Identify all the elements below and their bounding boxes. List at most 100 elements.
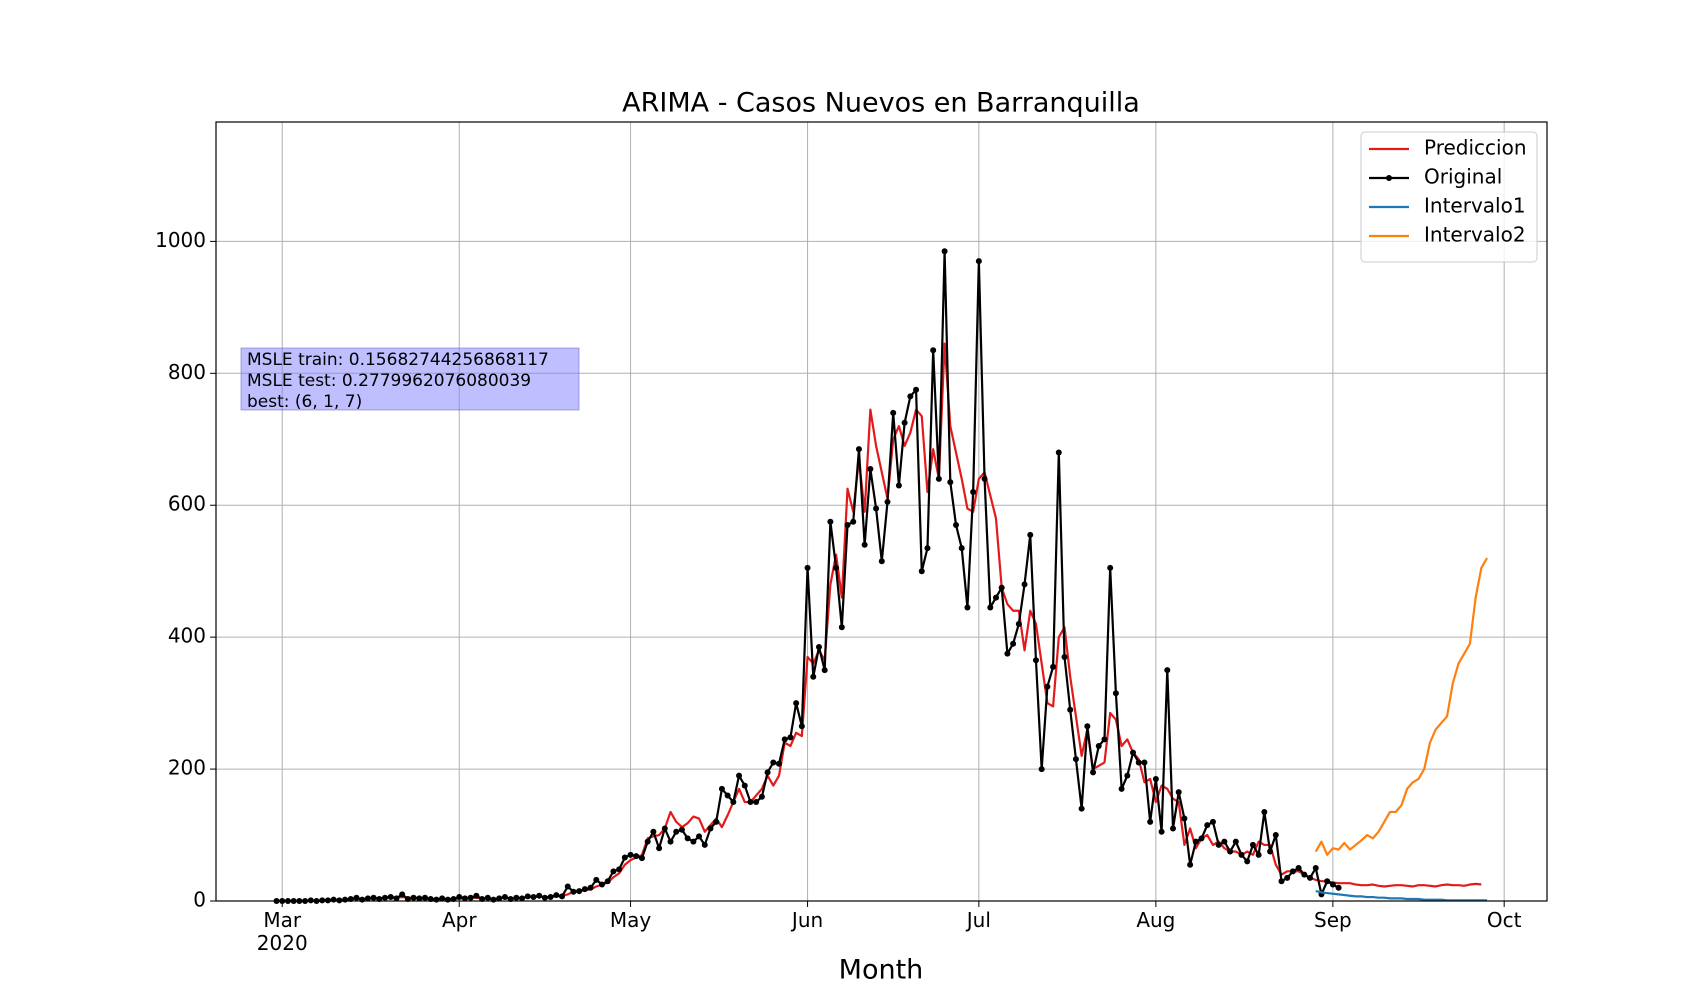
data-point [1192, 838, 1199, 845]
data-point [581, 886, 588, 893]
data-point [935, 475, 942, 482]
data-point [1238, 851, 1245, 858]
legend-marker [1386, 175, 1392, 181]
data-point [1038, 766, 1045, 773]
data-point [433, 896, 440, 903]
data-point [336, 897, 343, 904]
data-point [1158, 828, 1165, 835]
plot-frame [215, 121, 1548, 902]
data-point [461, 895, 468, 902]
data-point [930, 347, 937, 354]
data-point [393, 895, 400, 902]
data-point [638, 855, 645, 862]
data-point [975, 258, 982, 265]
data-point [1061, 653, 1068, 660]
y-tick-label: 1000 [155, 228, 206, 252]
data-point [810, 673, 817, 680]
data-point [707, 825, 714, 832]
data-point [490, 896, 497, 903]
data-point [1010, 640, 1017, 647]
data-point [570, 888, 577, 895]
data-point [1272, 832, 1279, 839]
data-point [713, 818, 720, 825]
data-point [1284, 874, 1291, 881]
data-point [781, 736, 788, 743]
chart-title: ARIMA - Casos Nuevos en Barranquilla [622, 88, 1140, 119]
data-point [1021, 581, 1028, 588]
data-point [1004, 650, 1011, 657]
data-point [530, 894, 537, 901]
data-point [770, 759, 777, 766]
data-point [650, 828, 657, 835]
data-point [1044, 683, 1051, 690]
data-point [964, 604, 971, 611]
data-point [627, 851, 634, 858]
data-point [564, 883, 571, 890]
annotation-text: MSLE train: 0.15682744256868117 [247, 350, 549, 370]
data-point [621, 854, 628, 861]
legend-label: Original [1424, 165, 1502, 189]
data-point [364, 895, 371, 902]
data-point [1055, 449, 1062, 456]
data-point [1175, 789, 1182, 796]
data-point [519, 895, 526, 902]
x-tick-label: Jul [965, 908, 991, 932]
data-point [867, 465, 874, 472]
data-point [901, 419, 908, 426]
data-point [513, 894, 520, 901]
data-point [399, 891, 406, 898]
data-point [764, 769, 771, 776]
data-point [798, 723, 805, 730]
data-point [1301, 871, 1308, 878]
data-point [387, 894, 394, 901]
data-point [576, 888, 583, 895]
data-point [439, 895, 446, 902]
data-point [913, 386, 920, 393]
data-point [416, 895, 423, 902]
data-point [319, 897, 326, 904]
data-point [421, 894, 428, 901]
data-point [787, 734, 794, 741]
data-point [1307, 874, 1314, 881]
y-tick-label: 400 [168, 624, 206, 648]
data-point [1027, 531, 1034, 538]
data-point [1255, 851, 1262, 858]
data-point [342, 896, 349, 903]
data-point [696, 833, 703, 840]
data-point [553, 892, 560, 899]
data-point [604, 878, 611, 885]
x-tick-label: Jun [790, 908, 823, 932]
data-point [1152, 775, 1159, 782]
data-point [1232, 838, 1239, 845]
data-point [793, 700, 800, 707]
data-point [324, 897, 331, 904]
data-point [1169, 825, 1176, 832]
data-point [370, 894, 377, 901]
data-point [1335, 884, 1342, 891]
data-point [890, 409, 897, 416]
data-point [718, 785, 725, 792]
data-point [1124, 772, 1131, 779]
data-point [644, 838, 651, 845]
data-point [661, 825, 668, 832]
data-point [1187, 861, 1194, 868]
data-point [1141, 759, 1148, 766]
data-point [684, 835, 691, 842]
data-point [1112, 690, 1119, 697]
data-point [547, 894, 554, 901]
data-point [1164, 667, 1171, 674]
data-point [524, 893, 531, 900]
data-point [1249, 841, 1256, 848]
data-point [1221, 838, 1228, 845]
data-point [895, 482, 902, 489]
data-point [850, 518, 857, 525]
series-line [1315, 890, 1488, 902]
data-point [536, 892, 543, 899]
data-point [1101, 736, 1108, 743]
data-point [941, 248, 948, 255]
data-point [907, 393, 914, 400]
data-point [821, 667, 828, 674]
y-tick-label: 200 [168, 756, 206, 780]
annotation-text: MSLE test: 0.2779962076080039 [247, 371, 531, 391]
